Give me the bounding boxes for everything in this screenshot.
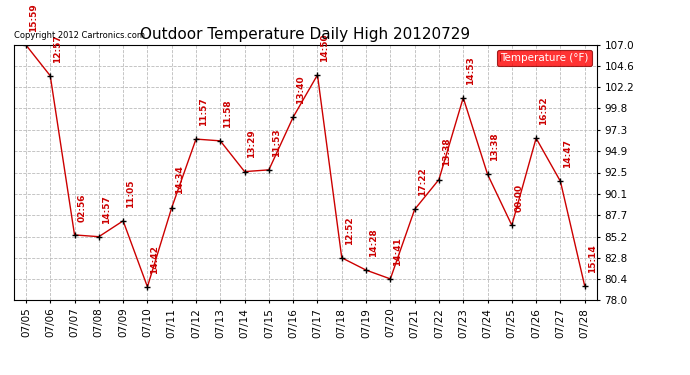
Point xyxy=(166,205,177,211)
Point xyxy=(579,283,590,289)
Text: 16:52: 16:52 xyxy=(539,96,548,125)
Text: 14:47: 14:47 xyxy=(563,139,572,168)
Text: 14:50: 14:50 xyxy=(320,33,329,62)
Text: 11:57: 11:57 xyxy=(199,97,208,126)
Title: Outdoor Temperature Daily High 20120729: Outdoor Temperature Daily High 20120729 xyxy=(140,27,471,42)
Text: 13:40: 13:40 xyxy=(296,75,305,104)
Point xyxy=(336,255,347,261)
Point xyxy=(215,138,226,144)
Text: 15:59: 15:59 xyxy=(29,3,38,32)
Point xyxy=(506,222,518,228)
Text: 14:42: 14:42 xyxy=(150,245,159,274)
Point xyxy=(190,136,201,142)
Point xyxy=(264,167,275,173)
Point xyxy=(433,177,444,183)
Text: 11:05: 11:05 xyxy=(126,179,135,208)
Text: 11:58: 11:58 xyxy=(223,99,233,128)
Point xyxy=(531,135,542,141)
Text: 13:29: 13:29 xyxy=(248,130,257,158)
Text: 14:41: 14:41 xyxy=(393,237,402,266)
Text: Copyright 2012 Cartronics.com: Copyright 2012 Cartronics.com xyxy=(14,31,145,40)
Text: 02:56: 02:56 xyxy=(77,193,86,222)
Point xyxy=(239,169,250,175)
Point xyxy=(482,171,493,177)
Point xyxy=(69,232,80,238)
Text: 00:00: 00:00 xyxy=(515,184,524,212)
Point xyxy=(457,95,469,101)
Text: 14:34: 14:34 xyxy=(175,166,184,195)
Point xyxy=(21,42,32,48)
Text: 15:14: 15:14 xyxy=(588,244,597,273)
Text: 11:53: 11:53 xyxy=(272,128,281,157)
Text: 14:57: 14:57 xyxy=(101,195,110,224)
Point xyxy=(117,218,128,224)
Point xyxy=(385,276,396,282)
Point xyxy=(555,178,566,184)
Text: 13:38: 13:38 xyxy=(491,132,500,161)
Point xyxy=(142,284,153,290)
Point xyxy=(409,206,420,212)
Text: 14:53: 14:53 xyxy=(466,56,475,85)
Point xyxy=(312,72,323,78)
Point xyxy=(93,234,104,240)
Point xyxy=(361,267,372,273)
Text: 14:28: 14:28 xyxy=(369,228,378,257)
Text: 12:52: 12:52 xyxy=(345,216,354,244)
Text: 12:57: 12:57 xyxy=(53,34,62,63)
Legend: Temperature (°F): Temperature (°F) xyxy=(497,50,591,66)
Point xyxy=(288,114,299,120)
Text: 17:22: 17:22 xyxy=(417,168,426,196)
Text: 13:38: 13:38 xyxy=(442,138,451,166)
Point xyxy=(45,73,56,79)
